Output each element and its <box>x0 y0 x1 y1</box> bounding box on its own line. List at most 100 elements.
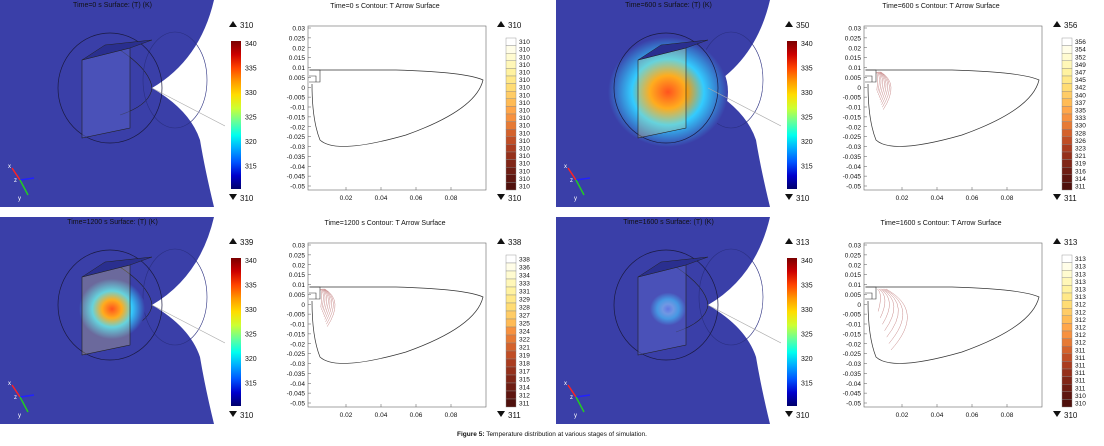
triad-label-x: x <box>8 164 11 170</box>
legend-value: 310 <box>519 168 530 175</box>
contour-line <box>323 288 332 322</box>
colorbar-tick: 320 <box>245 356 257 363</box>
caption-label: Figure 5: <box>457 431 485 438</box>
legend-swatch <box>505 182 517 191</box>
colorbar-tick: 315 <box>801 381 813 388</box>
x-tick-label: 0.08 <box>1001 195 1014 202</box>
contour-max: 313 <box>1064 238 1078 247</box>
outside-region <box>152 217 225 424</box>
legend-swatch <box>1061 60 1073 69</box>
legend-value: 322 <box>519 337 530 344</box>
legend-value: 326 <box>1075 138 1086 145</box>
legend-swatch <box>505 254 517 264</box>
legend-value: 328 <box>519 305 530 312</box>
legend-value: 310 <box>519 138 530 145</box>
legend-value: 312 <box>1075 325 1086 332</box>
surface-max: 313 <box>796 238 810 247</box>
triad-label-y: y <box>574 196 577 202</box>
contour-title: Time=600 s Contour: T Arrow Surface <box>882 3 1000 10</box>
legend-value: 310 <box>519 176 530 183</box>
y-tick-label: 0.03 <box>848 26 861 33</box>
min-arrow-icon <box>1053 411 1061 417</box>
plot-frame <box>307 25 487 191</box>
legend-swatch <box>505 75 517 84</box>
legend-swatch <box>505 90 517 99</box>
surface-title: Time=1600 s Surface: (T) (K) <box>623 219 714 226</box>
max-arrow-icon <box>229 21 237 27</box>
y-tick-label: 0.01 <box>292 282 305 289</box>
legend-swatch <box>505 350 517 360</box>
legend-swatch <box>505 98 517 107</box>
max-arrow-icon <box>1053 238 1061 244</box>
contour-min: 311 <box>508 411 521 420</box>
colorbar-gradient <box>787 41 797 189</box>
colorbar-tick: 325 <box>801 115 813 122</box>
legend-value: 321 <box>1075 153 1086 160</box>
legend-swatch <box>1061 128 1073 137</box>
legend-swatch <box>505 83 517 92</box>
legend-swatch <box>505 128 517 137</box>
contour-line <box>876 71 880 93</box>
y-tick-label: 0.02 <box>848 262 861 269</box>
y-tick-label: -0.005 <box>287 312 306 319</box>
legend-value: 310 <box>519 108 530 115</box>
legend-swatch <box>1061 270 1073 279</box>
legend-value: 315 <box>519 377 530 384</box>
contour-line <box>879 71 888 105</box>
applicator-block <box>637 47 687 139</box>
contour-line <box>322 288 329 318</box>
domain-outline <box>310 286 484 364</box>
legend-swatch <box>1061 53 1073 62</box>
contour-max: 356 <box>1064 21 1078 30</box>
legend-value: 338 <box>519 257 530 264</box>
x-tick-label: 0.02 <box>896 412 909 419</box>
surface-3d-svg: x z y <box>0 217 225 424</box>
y-tick-label: 0.015 <box>289 272 306 279</box>
axis-line <box>707 304 781 344</box>
legend-swatch <box>505 342 517 352</box>
contour-line <box>883 288 899 338</box>
y-tick-label: -0.02 <box>290 124 305 131</box>
y-tick-label: 0 <box>857 302 861 309</box>
legend-swatch <box>1061 383 1073 392</box>
legend-swatch <box>1061 353 1073 362</box>
x-tick-label: 0.08 <box>445 195 458 202</box>
y-tick-label: -0.05 <box>846 401 861 408</box>
legend-value: 310 <box>519 146 530 153</box>
domain-outline <box>866 69 1040 147</box>
applicator-outline <box>865 69 877 83</box>
colorbar-tick: 325 <box>245 332 257 339</box>
legend-value: 310 <box>519 62 530 69</box>
contour-plot: 0.03 0.025 0.02 0.015 0.01 0.005 0 -0.005 -0.01 -… <box>843 21 1086 203</box>
legend-swatch <box>1061 68 1073 77</box>
legend-swatch <box>505 302 517 312</box>
legend-swatch <box>505 121 517 130</box>
outer-ring <box>142 31 208 129</box>
contour-line <box>879 71 887 103</box>
y-tick-label: 0.005 <box>845 75 862 82</box>
coordinate-triad: x z y <box>8 381 35 419</box>
surface-min: 310 <box>240 194 254 203</box>
min-arrow-icon <box>229 194 237 200</box>
legend-swatch <box>505 366 517 376</box>
contour-title: Time=1200 s Contour: T Arrow Surface <box>324 220 446 227</box>
legend-swatch <box>1061 376 1073 385</box>
contour-line <box>881 288 895 331</box>
y-tick-label: 0.02 <box>292 45 305 52</box>
y-tick-label: 0.015 <box>845 272 862 279</box>
legend-swatch <box>1061 136 1073 145</box>
legend-value: 330 <box>1075 123 1086 130</box>
x-tick-label: 0.04 <box>375 195 388 202</box>
axis-line <box>151 304 225 344</box>
legend-value: 333 <box>1075 115 1086 122</box>
axis-line <box>707 87 781 127</box>
y-tick-label: 0.01 <box>848 65 861 72</box>
legend-value: 310 <box>519 70 530 77</box>
y-tick-label: -0.02 <box>846 341 861 348</box>
y-tick-label: -0.015 <box>843 114 862 121</box>
y-tick-label: -0.035 <box>287 371 306 378</box>
y-tick-label: 0.02 <box>292 262 305 269</box>
y-tick-label: -0.025 <box>287 134 306 141</box>
y-tick-label: -0.035 <box>843 154 862 161</box>
y-tick-label: 0.005 <box>289 75 306 82</box>
